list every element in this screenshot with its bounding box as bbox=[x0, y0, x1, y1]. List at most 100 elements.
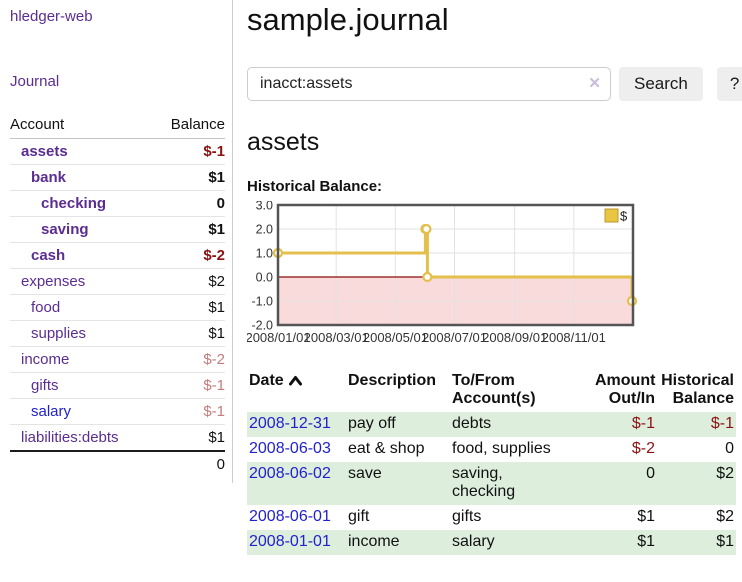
legend-label: $ bbox=[620, 209, 628, 224]
account-row: supplies $1 bbox=[10, 320, 225, 347]
account-balance: $1 bbox=[153, 294, 225, 321]
register-row: 2008-06-02 save saving, checking 0 $2 bbox=[247, 462, 736, 505]
y-axis-tick-label: 0.0 bbox=[256, 271, 273, 285]
account-balance: $1 bbox=[153, 424, 225, 452]
account-balance: $-2 bbox=[153, 346, 225, 373]
account-link-supplies[interactable]: supplies bbox=[31, 325, 87, 342]
account-link-saving[interactable]: saving bbox=[41, 221, 89, 238]
brand-link[interactable]: hledger-web bbox=[10, 8, 93, 25]
account-row: bank $1 bbox=[10, 164, 225, 191]
transaction-description: pay off bbox=[348, 415, 396, 432]
transaction-accounts: debts bbox=[452, 415, 492, 432]
account-row: income $-2 bbox=[10, 346, 225, 373]
transaction-balance: $2 bbox=[716, 465, 734, 482]
transaction-amount: $1 bbox=[637, 533, 655, 550]
chart-svg: $3.0 2.0 1.0 0.0 -1.0 -2.02008/01/012008/03/0… bbox=[245, 199, 638, 345]
register-row: 2008-06-03 eat & shop food, supplies $-2 0 bbox=[247, 437, 736, 462]
account-row: assets $-1 bbox=[10, 138, 225, 165]
account-link-salary[interactable]: salary bbox=[31, 403, 72, 420]
register-header-amount: Amount Out/In bbox=[595, 372, 656, 407]
account-balance: $-1 bbox=[153, 398, 225, 425]
accounts-header-balance: Balance bbox=[153, 113, 225, 139]
account-balance: $-1 bbox=[153, 138, 225, 165]
y-axis-tick-label: 2.0 bbox=[256, 223, 273, 237]
account-balance: $-2 bbox=[153, 242, 225, 269]
account-link-liabilities-debts[interactable]: liabilities:debts bbox=[21, 429, 119, 446]
transaction-accounts: gifts bbox=[452, 508, 482, 525]
account-link-bank[interactable]: bank bbox=[31, 169, 67, 186]
transaction-description: income bbox=[348, 533, 400, 550]
transaction-balance: $-1 bbox=[710, 415, 734, 432]
transaction-date-link[interactable]: 2008-06-01 bbox=[249, 508, 331, 525]
accounts-header-account: Account bbox=[10, 113, 154, 139]
x-axis-tick-label: 2008/07/01 bbox=[422, 330, 487, 345]
sort-ascending-icon[interactable] bbox=[288, 375, 303, 386]
transaction-balance: $2 bbox=[716, 508, 734, 525]
chart-frame bbox=[276, 203, 635, 327]
transaction-description: save bbox=[348, 465, 382, 482]
page-title: sample.journal bbox=[247, 2, 449, 37]
x-axis-tick-label: 2008/05/01 bbox=[363, 330, 428, 345]
accounts-table: Account Balance assets $-1 bank $1 checking 0… bbox=[10, 113, 225, 477]
register-header-description: Description bbox=[348, 372, 437, 389]
transaction-date-link[interactable]: 2008-06-03 bbox=[249, 440, 331, 457]
account-row: expenses $2 bbox=[10, 268, 225, 295]
account-row: checking 0 bbox=[10, 190, 225, 217]
account-link-food[interactable]: food bbox=[31, 299, 61, 316]
account-balance: $1 bbox=[153, 164, 225, 191]
account-link-income[interactable]: income bbox=[21, 351, 70, 368]
account-balance: $1 bbox=[153, 320, 225, 347]
account-balance: $2 bbox=[153, 268, 225, 295]
search-button[interactable]: Search bbox=[619, 67, 703, 101]
accounts-total-row: 0 bbox=[10, 450, 225, 477]
chart-title: Historical Balance: bbox=[247, 178, 383, 195]
transaction-date-link[interactable]: 2008-12-31 bbox=[249, 415, 331, 432]
clear-search-icon[interactable]: ✕ bbox=[588, 75, 601, 92]
transaction-amount: $-1 bbox=[631, 415, 655, 432]
y-axis-tick-label: 3.0 bbox=[256, 201, 273, 213]
account-row: salary $-1 bbox=[10, 398, 225, 425]
legend-swatch bbox=[604, 208, 619, 223]
transaction-accounts: food, supplies bbox=[452, 440, 551, 457]
transaction-date-link[interactable]: 2008-01-01 bbox=[249, 533, 331, 550]
y-axis-tick-label: -2.0 bbox=[251, 319, 273, 333]
transaction-balance: $1 bbox=[716, 533, 734, 550]
historical-balance-chart: $3.0 2.0 1.0 0.0 -1.0 -2.0 2008/01/01 2008/03/0… bbox=[245, 199, 742, 354]
account-row: cash $-2 bbox=[10, 242, 225, 269]
account-link-assets[interactable]: assets bbox=[21, 143, 68, 160]
data-point-marker bbox=[422, 271, 433, 283]
x-axis-tick-label: 2008/11/01 bbox=[542, 330, 606, 345]
account-link-cash[interactable]: cash bbox=[31, 247, 66, 264]
search-wrap: ✕ bbox=[247, 67, 611, 101]
transaction-amount: $-2 bbox=[631, 440, 655, 457]
sidebar-item-journal[interactable]: Journal bbox=[10, 73, 60, 90]
register-row: 2008-01-01 income salary $1 $1 bbox=[247, 530, 736, 555]
help-button[interactable]: ? bbox=[716, 67, 742, 101]
account-link-gifts[interactable]: gifts bbox=[31, 377, 59, 394]
transaction-date-link[interactable]: 2008-06-02 bbox=[249, 465, 331, 482]
transaction-balance: 0 bbox=[725, 440, 734, 457]
search-row: ✕ Search ? bbox=[247, 67, 742, 101]
register-row: 2008-12-31 pay off debts $-1 $-1 bbox=[247, 412, 736, 437]
transaction-accounts: salary bbox=[452, 533, 495, 550]
account-balance: 0 bbox=[153, 190, 225, 217]
account-row: gifts $-1 bbox=[10, 372, 225, 399]
x-axis-tick-label: 2008/03/01 bbox=[304, 330, 369, 345]
register-header-historical: Historical Balance bbox=[661, 372, 734, 407]
account-balance: $1 bbox=[153, 216, 225, 243]
account-row: saving $1 bbox=[10, 216, 225, 243]
main-panel: sample.journal ✕ Search ? assets Histori… bbox=[233, 0, 742, 575]
transaction-amount: $1 bbox=[637, 508, 655, 525]
account-link-expenses[interactable]: expenses bbox=[21, 273, 86, 290]
account-heading: assets bbox=[247, 128, 320, 156]
x-axis-tick-label: 2008/01/01 bbox=[247, 330, 311, 345]
register-header-date[interactable]: Date bbox=[247, 370, 346, 412]
account-link-checking[interactable]: checking bbox=[41, 195, 107, 212]
data-point-marker bbox=[421, 223, 432, 235]
y-axis-tick-label: -1.0 bbox=[251, 295, 273, 309]
sidebar: hledger-web Journal Account Balance asse… bbox=[0, 0, 233, 483]
x-axis-tick-label: 2008/09/01 bbox=[482, 330, 547, 345]
transaction-description: gift bbox=[348, 508, 370, 525]
search-input[interactable] bbox=[247, 67, 611, 101]
